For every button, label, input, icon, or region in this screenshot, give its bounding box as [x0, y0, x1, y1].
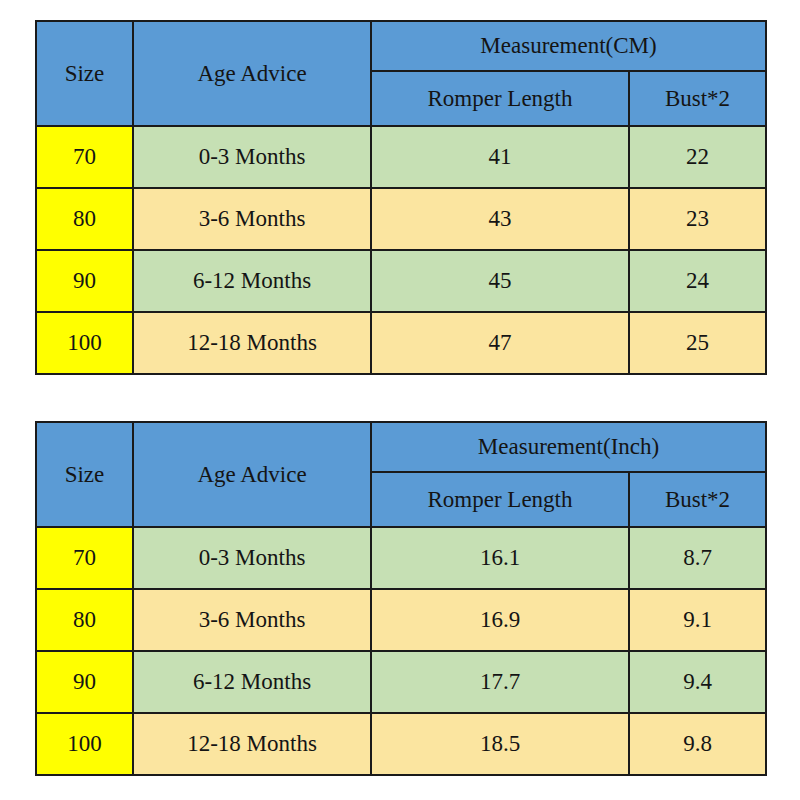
age-cell: 12-18 Months [133, 713, 371, 775]
age-cell: 0-3 Months [133, 527, 371, 589]
romper-length-cell: 41 [371, 126, 629, 188]
size-cell: 80 [36, 589, 133, 651]
size-cell: 100 [36, 312, 133, 374]
header-age-advice: Age Advice [133, 422, 371, 527]
size-cell: 90 [36, 651, 133, 713]
romper-length-cell: 47 [371, 312, 629, 374]
size-cell: 80 [36, 188, 133, 250]
size-cell: 70 [36, 527, 133, 589]
romper-length-cell: 45 [371, 250, 629, 312]
table-row: 100 12-18 Months 47 25 [36, 312, 766, 374]
age-cell: 3-6 Months [133, 589, 371, 651]
header-age-advice: Age Advice [133, 21, 371, 126]
age-cell: 12-18 Months [133, 312, 371, 374]
table-row: 90 6-12 Months 17.7 9.4 [36, 651, 766, 713]
header-measurement-inch: Measurement(Inch) [371, 422, 766, 472]
header-romper-length: Romper Length [371, 71, 629, 126]
bust-cell: 8.7 [629, 527, 766, 589]
size-table-inch: Size Age Advice Measurement(Inch) Romper… [35, 421, 767, 776]
age-cell: 3-6 Months [133, 188, 371, 250]
bust-cell: 9.4 [629, 651, 766, 713]
size-cell: 100 [36, 713, 133, 775]
bust-cell: 22 [629, 126, 766, 188]
table-row: 70 0-3 Months 41 22 [36, 126, 766, 188]
romper-length-cell: 17.7 [371, 651, 629, 713]
header-romper-length: Romper Length [371, 472, 629, 527]
table-row: 80 3-6 Months 43 23 [36, 188, 766, 250]
size-chart-page: Size Age Advice Measurement(CM) Romper L… [0, 0, 800, 800]
romper-length-cell: 18.5 [371, 713, 629, 775]
bust-cell: 9.8 [629, 713, 766, 775]
age-cell: 6-12 Months [133, 651, 371, 713]
bust-cell: 9.1 [629, 589, 766, 651]
bust-cell: 24 [629, 250, 766, 312]
size-table-cm: Size Age Advice Measurement(CM) Romper L… [35, 20, 767, 375]
size-cell: 70 [36, 126, 133, 188]
romper-length-cell: 43 [371, 188, 629, 250]
size-cell: 90 [36, 250, 133, 312]
header-bust: Bust*2 [629, 71, 766, 126]
bust-cell: 23 [629, 188, 766, 250]
table-row: 80 3-6 Months 16.9 9.1 [36, 589, 766, 651]
header-bust: Bust*2 [629, 472, 766, 527]
romper-length-cell: 16.1 [371, 527, 629, 589]
romper-length-cell: 16.9 [371, 589, 629, 651]
bust-cell: 25 [629, 312, 766, 374]
table-row: 90 6-12 Months 45 24 [36, 250, 766, 312]
table-row: 70 0-3 Months 16.1 8.7 [36, 527, 766, 589]
age-cell: 6-12 Months [133, 250, 371, 312]
header-size: Size [36, 422, 133, 527]
header-size: Size [36, 21, 133, 126]
header-measurement-cm: Measurement(CM) [371, 21, 766, 71]
table-row: 100 12-18 Months 18.5 9.8 [36, 713, 766, 775]
age-cell: 0-3 Months [133, 126, 371, 188]
